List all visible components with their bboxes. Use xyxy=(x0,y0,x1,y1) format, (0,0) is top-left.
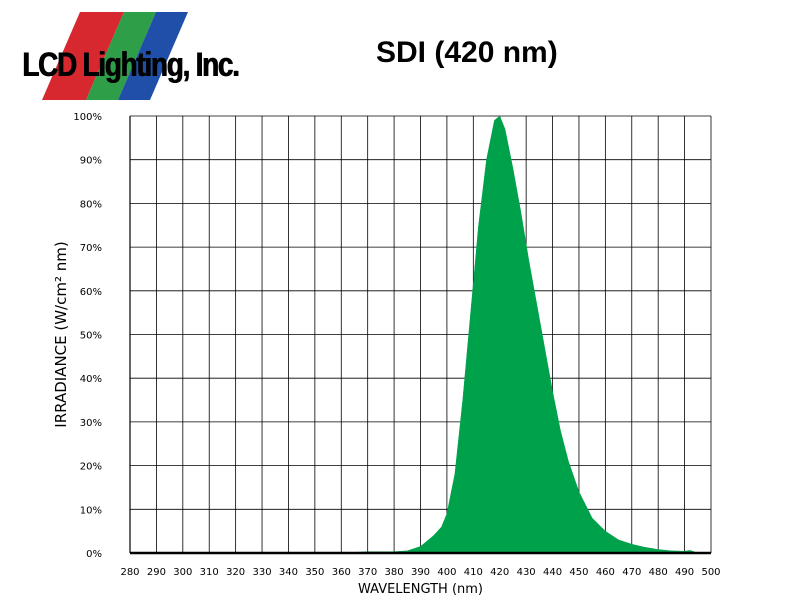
x-tick-label: 480 xyxy=(649,567,668,578)
y-tick-label: 80% xyxy=(80,199,102,210)
y-tick-label: 100% xyxy=(73,112,102,123)
x-tick-label: 500 xyxy=(701,567,720,578)
logo-text: LCD Lighting, Inc. xyxy=(22,46,240,84)
x-tick-label: 420 xyxy=(490,567,509,578)
y-tick-label: 0% xyxy=(86,549,102,560)
x-tick-label: 470 xyxy=(622,567,641,578)
tick-labels: 280 290 300 310 320 330 340 350 360 370 380 390 400 4… xyxy=(73,112,720,578)
x-tick-label: 380 xyxy=(385,567,404,578)
x-tick-label: 290 xyxy=(147,567,166,578)
x-tick-label: 320 xyxy=(226,567,245,578)
logo-color-stripes xyxy=(42,12,188,100)
y-tick-label: 70% xyxy=(80,243,102,254)
x-tick-label: 360 xyxy=(332,567,351,578)
x-tick-label: 400 xyxy=(437,567,456,578)
x-tick-label: 300 xyxy=(173,567,192,578)
x-tick-label: 460 xyxy=(596,567,615,578)
x-tick-label: 350 xyxy=(305,567,324,578)
y-tick-label: 30% xyxy=(80,418,102,429)
x-tick-label: 330 xyxy=(252,567,271,578)
y-tick-label: 10% xyxy=(80,505,102,516)
spectrum-area xyxy=(341,115,698,554)
series-layer xyxy=(341,115,698,554)
chart-title: SDI (420 nm) xyxy=(376,36,558,69)
x-tick-label: 410 xyxy=(464,567,483,578)
x-axis-label: WAVELENGTH (nm) xyxy=(358,582,483,597)
axes xyxy=(129,116,711,555)
y-tick-label: 50% xyxy=(80,331,102,342)
y-tick-label: 60% xyxy=(80,287,102,298)
grid xyxy=(129,115,712,554)
x-tick-label: 310 xyxy=(200,567,219,578)
x-tick-label: 280 xyxy=(120,567,139,578)
y-tick-label: 90% xyxy=(80,156,102,167)
x-tick-label: 430 xyxy=(517,567,536,578)
x-tick-label: 370 xyxy=(358,567,377,578)
y-tick-label: 40% xyxy=(80,374,102,385)
company-logo: LCD Lighting, Inc. xyxy=(16,10,256,100)
y-tick-label: 20% xyxy=(80,462,102,473)
y-axis-label: IRRADIANCE (W/cm² nm) xyxy=(52,241,70,427)
x-tick-label: 390 xyxy=(411,567,430,578)
x-tick-label: 490 xyxy=(675,567,694,578)
x-tick-label: 450 xyxy=(569,567,588,578)
x-tick-label: 340 xyxy=(279,567,298,578)
x-tick-label: 440 xyxy=(543,567,562,578)
